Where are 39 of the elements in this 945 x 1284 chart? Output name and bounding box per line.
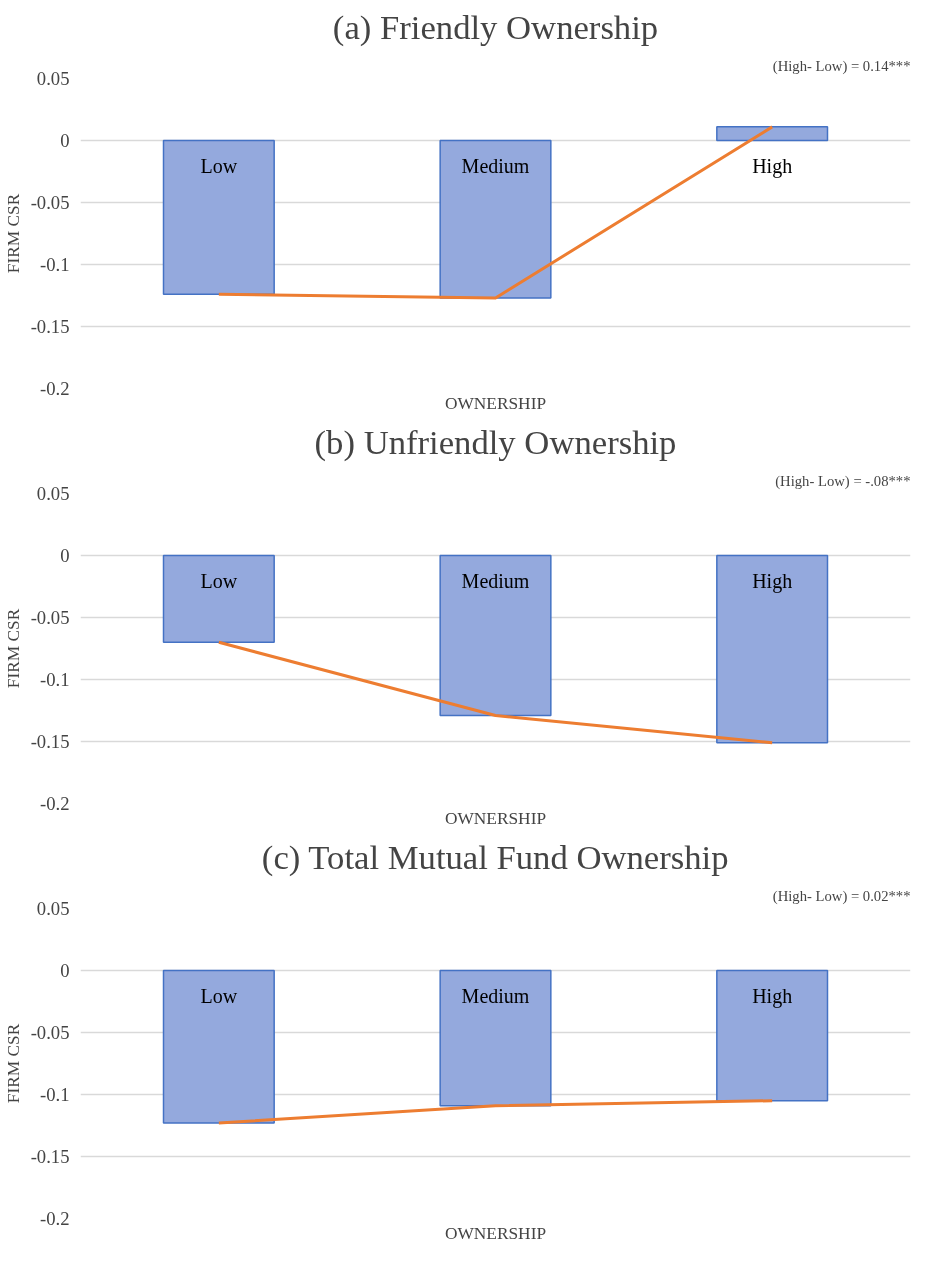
y-tick-label: 0 [60,960,70,981]
y-tick-label: -0.15 [30,316,70,337]
y-tick-label: 0 [60,130,70,151]
x-axis-title: OWNERSHIP [444,1223,547,1243]
text: (High- Low) = -.08*** [775,472,911,490]
y-axis-title: FIRM CSR [3,193,23,274]
x-tick-label: High [752,154,793,178]
x-tick-label: High [752,984,793,1008]
y-tick-label: -0.05 [30,192,70,213]
y-tick-label: -0.1 [39,254,70,275]
y-tick-label: -0.1 [39,669,70,690]
y-tick-label: -0.05 [30,1022,70,1043]
y-tick-label: -0.1 [39,1084,70,1105]
y-tick-label: -0.15 [30,731,70,752]
y-tick-label: -0.2 [39,378,70,399]
x-tick-label: Medium [461,984,530,1007]
y-tick-label: -0.2 [39,793,70,814]
text: (High- Low) = 0.02*** [772,887,911,905]
y-tick-label: -0.15 [30,1146,70,1167]
y-axis-title: FIRM CSR [3,608,23,689]
y-tick-label: -0.2 [39,1208,70,1229]
x-axis-title: OWNERSHIP [444,393,547,413]
x-tick-label: Medium [461,569,530,592]
x-tick-label: High [752,569,793,593]
y-tick-label: 0 [60,545,70,566]
x-tick-label: Low [200,569,238,592]
chart-title: (a) Friendly Ownership [332,7,659,47]
y-tick-label: 0.05 [36,68,70,89]
y-tick-label: -0.05 [30,607,70,628]
x-tick-label: Low [200,984,238,1007]
y-tick-label: 0.05 [36,898,70,919]
text: (High- Low) = 0.14*** [772,57,911,75]
chart-title: (c) Total Mutual Fund Ownership [261,837,729,877]
x-tick-label: Medium [461,154,530,177]
x-tick-label: Low [200,154,238,177]
y-tick-label: 0.05 [36,483,70,504]
chart-title: (b) Unfriendly Ownership [314,422,677,462]
x-axis-title: OWNERSHIP [444,808,547,828]
y-axis-title: FIRM CSR [3,1023,23,1104]
